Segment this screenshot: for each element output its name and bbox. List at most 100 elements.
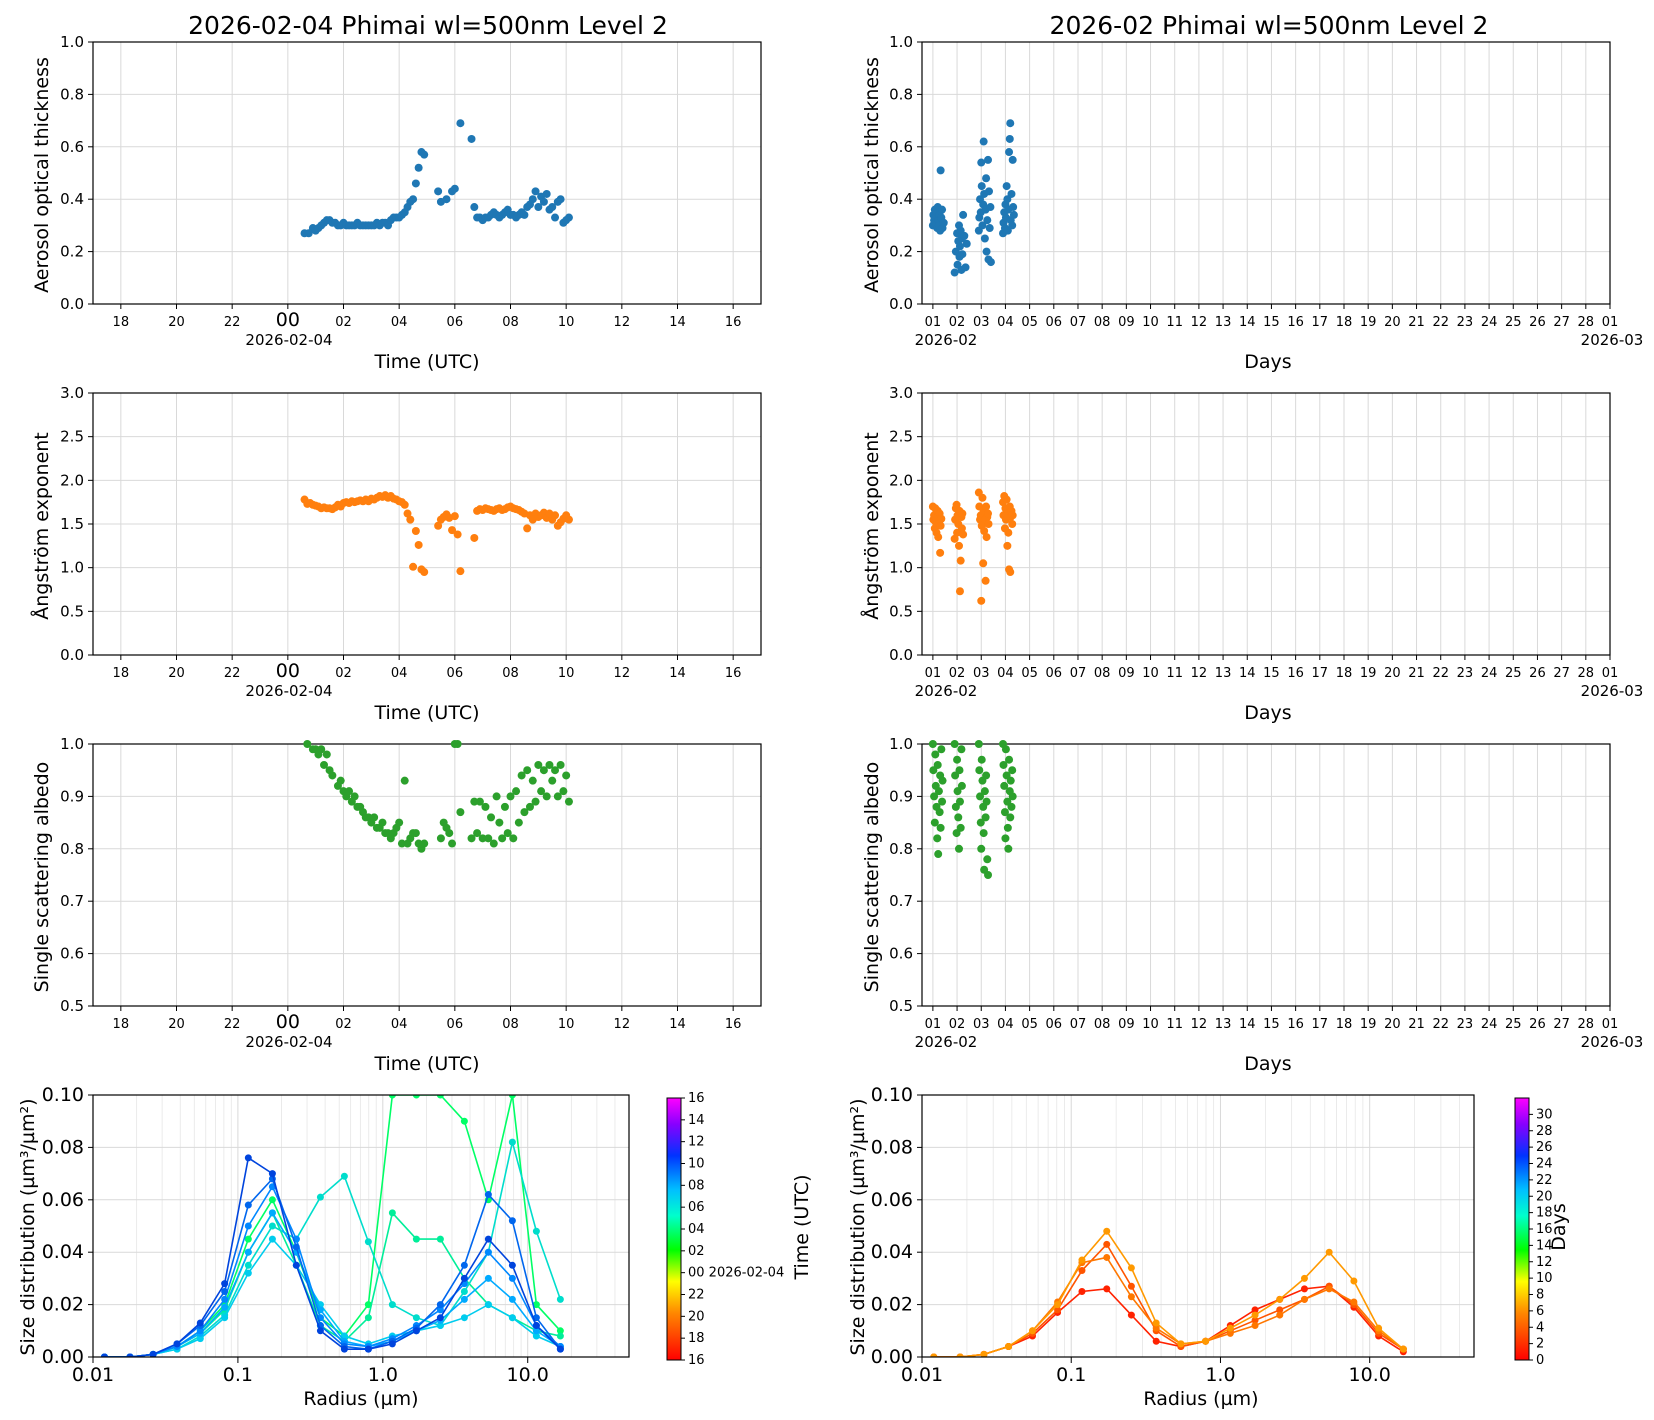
x-tick-label: 22 — [224, 315, 241, 330]
data-point — [564, 213, 573, 222]
series-point — [1078, 1256, 1086, 1264]
monthly-aod-ylabel: Aerosol optical thickness — [861, 57, 883, 293]
data-point — [564, 515, 573, 524]
plot-frame — [92, 1094, 630, 1358]
y-tick-label: 0.08 — [42, 1136, 84, 1158]
x-tick-label: 14 — [669, 315, 686, 330]
data-point — [938, 205, 947, 214]
data-point — [962, 239, 971, 248]
data-point — [935, 808, 944, 817]
series-point — [244, 1261, 252, 1269]
y-tick-label: 0.06 — [42, 1189, 84, 1211]
series-point — [1375, 1324, 1383, 1332]
data-point — [955, 242, 964, 251]
x-tick-label: 01 — [925, 1017, 942, 1032]
data-point — [456, 119, 465, 128]
x-tick-label: 05 — [1021, 666, 1038, 681]
x-tick-label: 25 — [1505, 666, 1522, 681]
x-tick-label: 09 — [1118, 666, 1135, 681]
series-point — [532, 1327, 540, 1335]
y-tick-label: 3.0 — [889, 384, 913, 402]
data-point — [1002, 182, 1011, 191]
x-tick-label: 20 — [1384, 1017, 1401, 1032]
series-point — [100, 1353, 108, 1357]
data-point — [1009, 203, 1018, 212]
x-tick-label: 04 — [391, 666, 408, 681]
series-point — [1028, 1327, 1036, 1335]
x-tick-label: 22 — [224, 1017, 241, 1032]
data-point — [400, 500, 409, 509]
monthly-ssa-xlabel: Days — [1244, 1053, 1291, 1075]
data-point — [514, 818, 523, 827]
series-point — [556, 1332, 564, 1340]
data-point — [982, 771, 991, 780]
series-point — [221, 1280, 229, 1288]
x-tick-label: 22 — [1432, 1017, 1449, 1032]
data-point — [559, 787, 568, 796]
daily-colorbar-ticks: 16 18 20 22 00 2026-02-04 02 04 06 08 10 12 14 16 — [681, 1091, 784, 1368]
x-tick-label: 0.01 — [72, 1364, 114, 1386]
data-point — [317, 745, 326, 754]
colorbar-tick-label: 06 — [688, 1200, 705, 1215]
series-point — [1226, 1324, 1234, 1332]
colorbar-tick-label: 2 — [1536, 1337, 1544, 1352]
x-tick-label: 09 — [1118, 315, 1135, 330]
x-tick-label: 06 — [447, 1017, 464, 1032]
x-tick-label: 03 — [973, 666, 990, 681]
data-point — [984, 871, 993, 879]
series-point — [268, 1209, 276, 1217]
x-tick-label: 15 — [1263, 1017, 1280, 1032]
data-point — [1004, 528, 1013, 537]
series-point — [364, 1238, 372, 1246]
data-point — [959, 530, 968, 539]
daily-ssa-xlabel: Time (UTC) — [373, 1053, 479, 1075]
x-tick-label: 18 — [1336, 1017, 1353, 1032]
data-point — [983, 216, 992, 225]
data-point — [977, 158, 986, 167]
data-point — [975, 766, 984, 775]
data-point — [1006, 119, 1015, 128]
x-tick-label: 12 — [614, 666, 631, 681]
series-group — [100, 1095, 564, 1357]
x-tick-label: 21 — [1408, 666, 1425, 681]
x-tick-label: 03 — [973, 315, 990, 330]
x-tick-label: 0.1 — [1056, 1364, 1086, 1386]
monthly-ssa-panel: 01 02 03 04 05 06 07 08 09 10 11 12 13 14 15 16 17 18 19 20… — [889, 735, 1618, 1032]
daily-ae-date: 2026-02-04 — [245, 682, 332, 700]
series-point — [221, 1303, 229, 1311]
data-point — [977, 844, 986, 853]
series-point — [508, 1314, 516, 1322]
series-point — [1005, 1343, 1013, 1351]
data-point — [542, 189, 551, 198]
colorbar-tick-label: 16 — [1536, 1222, 1553, 1237]
series-point — [173, 1340, 181, 1348]
y-tick-label: 0.6 — [60, 138, 84, 156]
plot-frame — [921, 1094, 1475, 1358]
series-point — [436, 1235, 444, 1243]
data-point — [520, 210, 529, 219]
x-tick-label: 20 — [168, 1017, 185, 1032]
colorbar-tick-label: 18 — [1536, 1206, 1553, 1221]
series-line — [933, 1285, 1404, 1357]
x-tick-label: 06 — [1046, 666, 1063, 681]
series-point — [1127, 1293, 1135, 1301]
colorbar-tick-label: 12 — [688, 1135, 705, 1150]
series-point — [1152, 1337, 1160, 1345]
x-tick-label: 10 — [1142, 315, 1159, 330]
x-tick-label: 16 — [1287, 1017, 1304, 1032]
data-point — [409, 195, 418, 204]
x-tick-label: 17 — [1312, 1017, 1329, 1032]
data-point — [562, 771, 571, 780]
x-tick-label: 16 — [725, 666, 742, 681]
series-point — [268, 1222, 276, 1230]
series-point — [1251, 1311, 1259, 1319]
y-tick-label: 0.10 — [871, 1084, 913, 1106]
y-tick-label: 0.4 — [60, 190, 84, 208]
series-point — [196, 1319, 204, 1327]
data-point — [982, 797, 991, 806]
y-tick-label: 0.6 — [889, 945, 913, 963]
series-point — [532, 1322, 540, 1330]
data-point — [411, 526, 420, 535]
x-tick-label: 05 — [1021, 315, 1038, 330]
data-point — [931, 750, 940, 759]
